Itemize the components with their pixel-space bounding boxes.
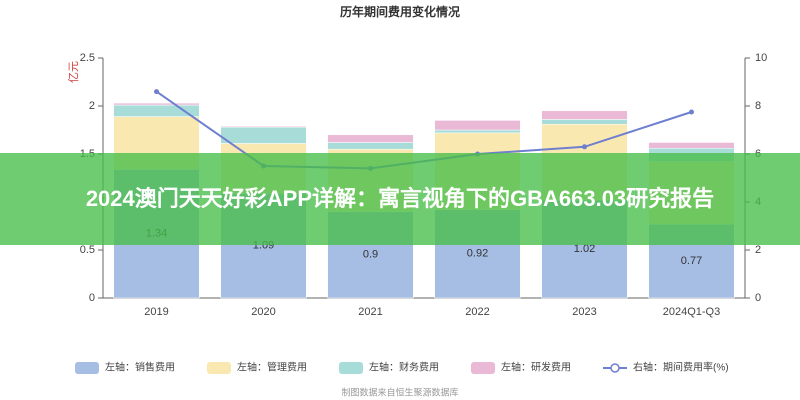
legend-marker	[75, 362, 99, 374]
value-label: 0.92	[467, 248, 488, 260]
line-point	[689, 109, 694, 115]
value-label: 1.02	[574, 243, 595, 255]
y2-tick-label: 10	[755, 52, 767, 64]
y2-tick-label: 8	[755, 100, 761, 112]
value-label: 0.77	[681, 255, 702, 267]
y-tick-label: 0	[89, 292, 95, 304]
y-tick-label: 0.5	[80, 244, 95, 256]
bar	[327, 142, 414, 150]
x-tick-label: 2022	[465, 306, 489, 318]
bar	[434, 120, 521, 131]
bar	[541, 119, 628, 125]
legend-marker	[610, 363, 620, 373]
source: 制图数据来自恒生聚源数据库	[341, 386, 458, 397]
bar	[113, 104, 200, 117]
banner: 2024澳门天天好彩APP详解：寓言视角下的GBA663.03研究报告	[0, 153, 800, 245]
x-tick-label: 2023	[572, 306, 596, 318]
bar	[327, 134, 414, 143]
bar	[220, 126, 307, 144]
bar	[220, 125, 307, 128]
y-axis-label: 亿元	[67, 61, 80, 83]
x-tick-label: 2019	[144, 306, 168, 318]
line-point	[154, 89, 159, 95]
y-tick-label: 2	[89, 100, 95, 112]
x-tick-label: 2024Q1-Q3	[663, 306, 720, 318]
legend-label: 右轴：期间费用率(%)	[633, 361, 729, 374]
legend-label: 左轴：研发费用	[501, 361, 571, 374]
legend-label: 左轴：销售费用	[105, 361, 175, 374]
line-point	[582, 144, 587, 150]
legend-label: 左轴：财务费用	[369, 361, 439, 374]
legend-marker	[471, 362, 495, 374]
value-label: 0.9	[363, 249, 378, 261]
bar	[541, 110, 628, 120]
legend-label: 左轴：管理费用	[237, 361, 307, 374]
y2-tick-label: 0	[755, 292, 761, 304]
y2-tick-label: 2	[755, 244, 761, 256]
bar	[434, 129, 521, 134]
x-tick-label: 2020	[251, 306, 275, 318]
legend-marker	[207, 362, 231, 374]
bar	[648, 142, 735, 149]
x-tick-label: 2021	[358, 306, 382, 318]
chart-title: 历年期间费用变化情况	[340, 4, 460, 19]
y-tick-label: 2.5	[80, 52, 95, 64]
bar	[113, 102, 200, 106]
legend-marker	[339, 362, 363, 374]
